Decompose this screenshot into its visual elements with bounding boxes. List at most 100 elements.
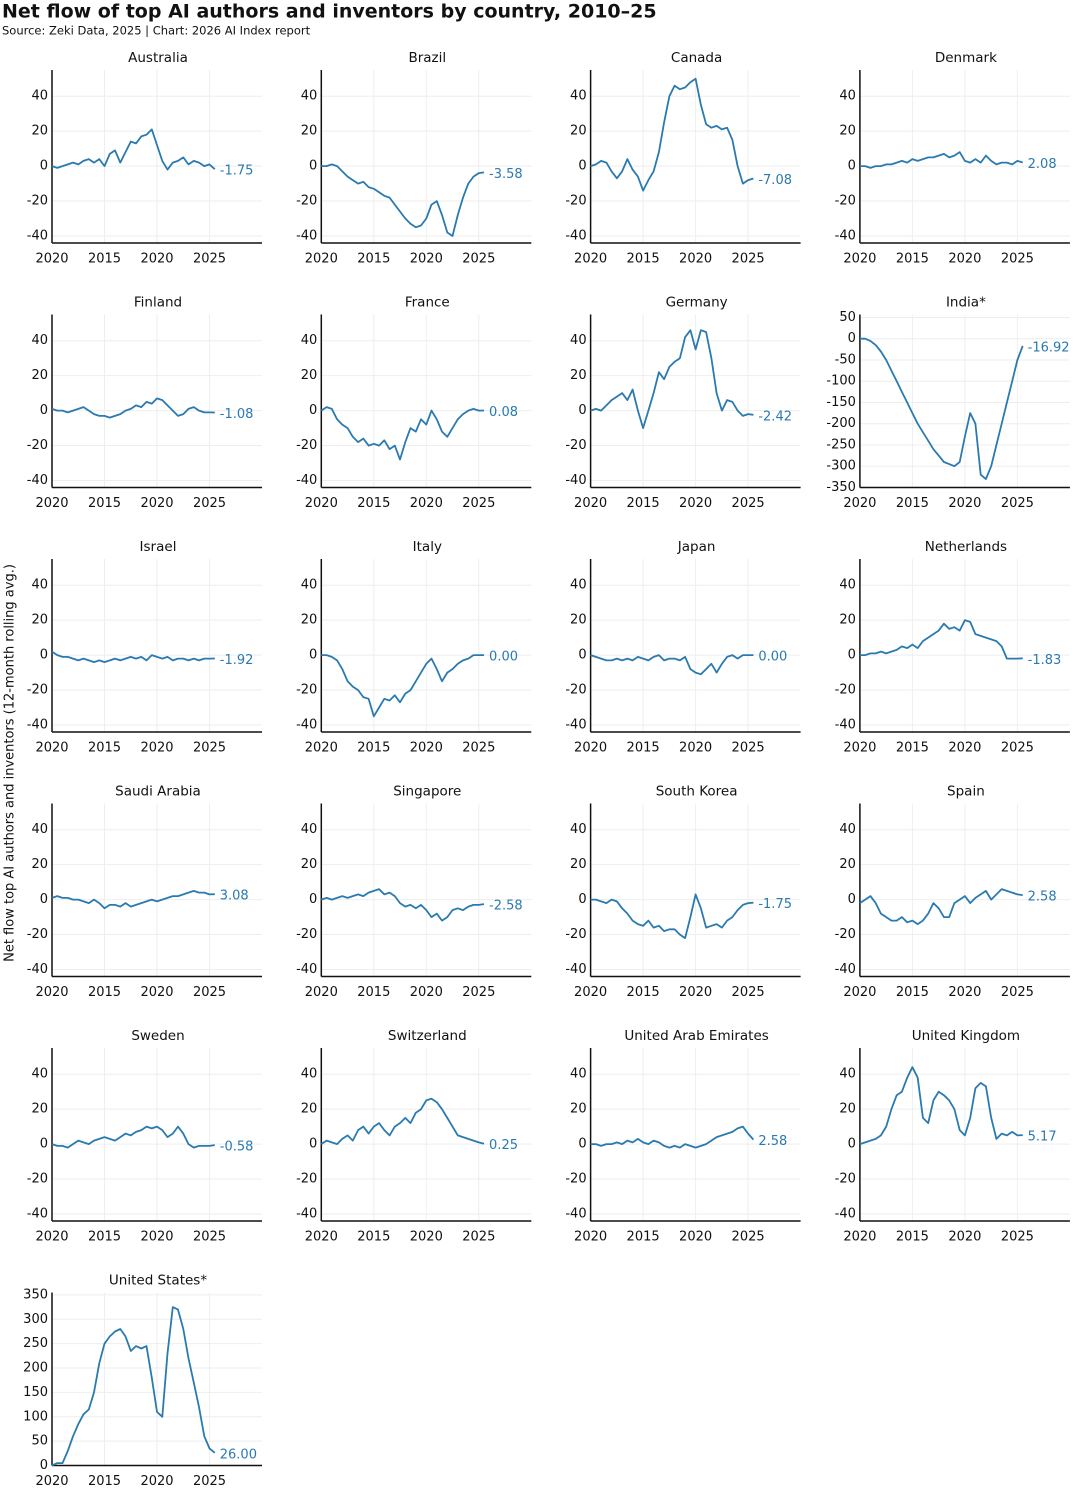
end-value-label: -1.75 <box>220 164 254 179</box>
y-tick-label: 50 <box>839 310 856 325</box>
data-line <box>51 397 215 419</box>
x-tick-label: 2025 <box>1001 496 1034 511</box>
y-tick-label: -20 <box>27 683 48 698</box>
x-tick-label: 2020 <box>35 985 68 1000</box>
data-line <box>859 1066 1023 1145</box>
y-tick-label: 40 <box>31 333 48 348</box>
y-tick-label: -20 <box>296 438 317 453</box>
y-tick-label: -20 <box>27 1172 48 1187</box>
y-tick-label: 0 <box>848 892 856 907</box>
x-tick-label: 2020 <box>948 985 981 1000</box>
y-tick-label: 0 <box>309 1137 317 1152</box>
y-tick-label: 40 <box>301 333 318 348</box>
x-tick-label: 2025 <box>1001 252 1034 267</box>
x-tick-label: 2020 <box>410 496 443 511</box>
x-tick-label: 2020 <box>305 741 338 756</box>
x-tick-label: 2025 <box>732 1230 765 1245</box>
data-line <box>320 1097 485 1145</box>
y-tick-label: -40 <box>27 962 48 977</box>
y-tick-label: 350 <box>23 1287 48 1302</box>
y-tick-label: -40 <box>296 1207 317 1222</box>
end-value-label: 0.08 <box>489 405 518 420</box>
panel-title: Italy <box>413 539 442 555</box>
y-tick-label: 20 <box>570 1102 587 1117</box>
panel-title: United Kingdom <box>912 1028 1020 1044</box>
x-tick-label: 2015 <box>88 496 121 511</box>
x-tick-label: 2020 <box>305 985 338 1000</box>
y-tick-label: -40 <box>296 229 317 244</box>
y-tick-label: 0 <box>40 159 48 174</box>
y-tick-label: 0 <box>578 403 586 418</box>
x-tick-label: 2020 <box>410 985 443 1000</box>
x-tick-label: 2025 <box>462 741 495 756</box>
x-tick-label: 2025 <box>1001 1230 1034 1245</box>
panel-title: United States* <box>109 1273 207 1289</box>
x-tick-label: 2015 <box>88 741 121 756</box>
y-tick-label: 40 <box>570 1067 587 1082</box>
y-tick-label: 20 <box>570 368 587 383</box>
y-tick-label: -200 <box>826 416 856 431</box>
data-line <box>590 1125 755 1149</box>
y-tick-label: 40 <box>839 822 856 837</box>
y-tick-label: -40 <box>835 962 856 977</box>
end-value-label: -16.92 <box>1028 340 1070 355</box>
y-tick-label: -40 <box>835 229 856 244</box>
y-tick-label: -40 <box>835 1207 856 1222</box>
y-tick-label: -40 <box>27 718 48 733</box>
x-tick-label: 2020 <box>410 741 443 756</box>
y-tick-label: 20 <box>31 1102 48 1117</box>
x-tick-label: 2025 <box>732 741 765 756</box>
panel-title: South Korea <box>656 784 738 800</box>
x-tick-label: 2015 <box>357 252 390 267</box>
y-tick-label: 0 <box>40 648 48 663</box>
y-tick-label: -20 <box>296 683 317 698</box>
y-tick-label: 0 <box>309 892 317 907</box>
y-tick-label: -20 <box>565 438 586 453</box>
x-tick-label: 2020 <box>305 496 338 511</box>
end-value-label: 0.00 <box>489 650 518 665</box>
x-tick-label: 2020 <box>843 1230 876 1245</box>
y-tick-label: 40 <box>31 1067 48 1082</box>
end-value-label: -2.58 <box>489 899 523 914</box>
x-tick-label: 2020 <box>305 252 338 267</box>
y-tick-label: -40 <box>296 962 317 977</box>
y-tick-label: 20 <box>301 613 318 628</box>
y-tick-label: 0 <box>578 648 586 663</box>
x-tick-label: 2015 <box>627 741 660 756</box>
y-tick-label: 0 <box>848 331 856 346</box>
y-tick-label: -40 <box>565 229 586 244</box>
x-tick-label: 2025 <box>193 1474 226 1489</box>
x-tick-label: 2015 <box>896 741 929 756</box>
y-tick-label: 40 <box>570 89 587 104</box>
x-tick-label: 2020 <box>140 985 173 1000</box>
y-tick-label: 0 <box>40 1458 48 1473</box>
data-line <box>590 893 754 939</box>
y-tick-label: 50 <box>31 1434 48 1449</box>
x-tick-label: 2020 <box>305 1230 338 1245</box>
y-tick-label: 40 <box>839 89 856 104</box>
x-tick-label: 2020 <box>843 985 876 1000</box>
x-tick-label: 2015 <box>896 1230 929 1245</box>
y-tick-label: 0 <box>848 648 856 663</box>
y-tick-label: 20 <box>839 124 856 139</box>
x-tick-label: 2020 <box>35 1474 68 1489</box>
data-line <box>859 151 1023 169</box>
x-tick-label: 2020 <box>410 252 443 267</box>
end-value-label: -1.75 <box>758 897 792 912</box>
panel-title: Sweden <box>131 1028 184 1044</box>
y-tick-label: 100 <box>23 1409 48 1424</box>
y-tick-label: -250 <box>826 437 856 452</box>
y-tick-label: 40 <box>31 89 48 104</box>
y-tick-label: 0 <box>40 403 48 418</box>
chart-title: Net flow of top AI authors and inventors… <box>2 1 657 23</box>
y-tick-label: 40 <box>31 822 48 837</box>
panel-title: India* <box>946 295 986 311</box>
y-tick-label: -40 <box>296 718 317 733</box>
data-line <box>590 329 754 429</box>
data-line <box>321 163 485 237</box>
y-tick-label: -300 <box>826 459 856 474</box>
y-tick-label: -40 <box>27 229 48 244</box>
data-line <box>859 888 1023 925</box>
x-tick-label: 2015 <box>896 496 929 511</box>
y-tick-label: -20 <box>565 1172 586 1187</box>
